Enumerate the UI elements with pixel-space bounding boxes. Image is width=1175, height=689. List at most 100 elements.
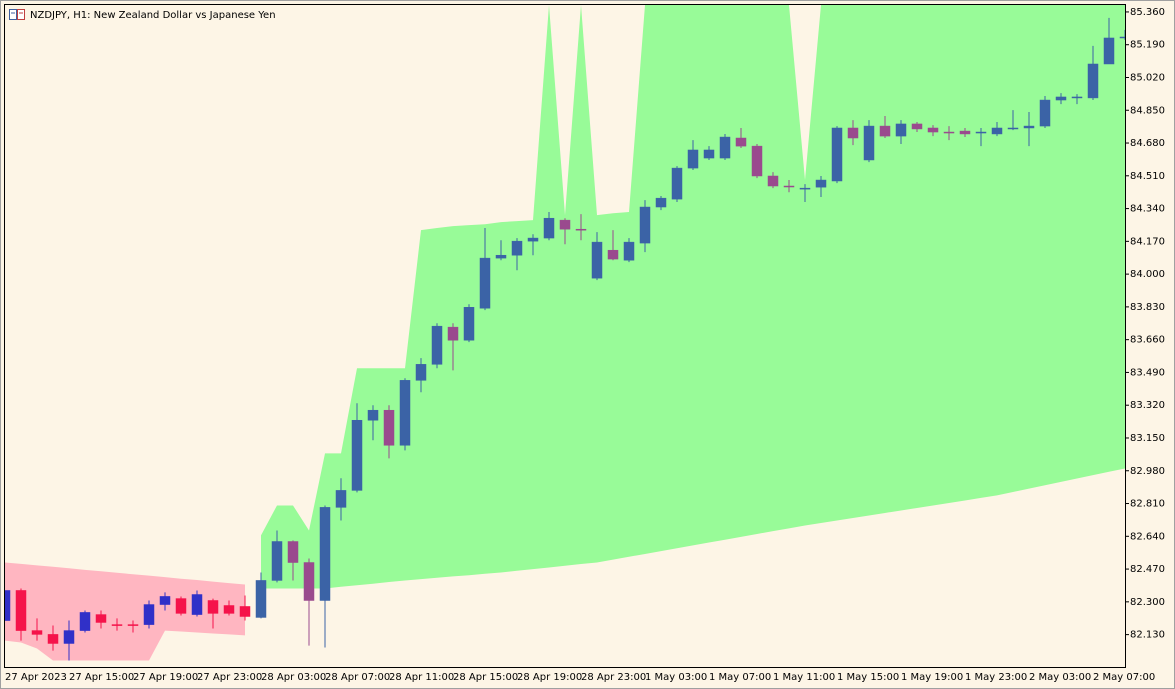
y-tick-label: 85.190: [1130, 40, 1165, 51]
candle-body: [1119, 36, 1125, 39]
y-tick-label: 85.020: [1130, 72, 1165, 83]
x-tick-label: 27 Apr 23:00: [197, 672, 262, 683]
chart-title: NZDJPY, H1: New Zealand Dollar vs Japane…: [30, 10, 276, 21]
candle-body: [351, 419, 363, 491]
candle-body: [943, 131, 955, 134]
candle-body: [927, 127, 939, 133]
candle-body: [591, 241, 603, 279]
icon-part: [9, 9, 17, 20]
x-tick-label: 27 Apr 2023: [5, 672, 67, 683]
candle-body: [991, 127, 1003, 135]
x-tick-label: 2 May 07:00: [1093, 672, 1155, 683]
candle-body: [783, 185, 795, 188]
candle-body: [863, 125, 875, 161]
candle-body: [415, 364, 427, 381]
candle-body: [703, 149, 715, 159]
y-tick-label: 84.680: [1130, 138, 1165, 149]
candle-body: [47, 634, 59, 644]
candle-body: [63, 630, 75, 644]
y-tick-label: 84.000: [1130, 269, 1165, 280]
candle-body: [719, 136, 731, 159]
candle-body: [15, 590, 27, 631]
candle-body: [1087, 63, 1099, 99]
candle-body: [959, 130, 971, 135]
candle-body: [175, 598, 187, 614]
y-tick-label: 82.470: [1130, 564, 1165, 575]
x-tick-label: 1 May 19:00: [901, 672, 963, 683]
candle-body: [463, 307, 475, 341]
y-tick-label: 82.130: [1130, 630, 1165, 641]
candle-body: [847, 127, 859, 139]
candle-body: [799, 187, 811, 190]
candle-body: [1007, 127, 1019, 130]
x-tick-label: 28 Apr 03:00: [261, 672, 326, 683]
x-tick-label: 28 Apr 07:00: [325, 672, 390, 683]
y-tick-label: 83.660: [1130, 335, 1165, 346]
candle-body: [655, 197, 667, 208]
x-tick-label: 1 May 11:00: [773, 672, 835, 683]
candle-body: [815, 179, 827, 188]
candle-body: [575, 228, 587, 231]
candle-body: [5, 590, 11, 621]
candle-body: [479, 257, 491, 309]
candle-body: [511, 240, 523, 256]
y-tick-label: 82.300: [1130, 597, 1165, 608]
candle-body: [1039, 99, 1051, 127]
plot-area: [5, 5, 1125, 661]
y-tick-label: 83.320: [1130, 400, 1165, 411]
x-tick-label: 1 May 15:00: [837, 672, 899, 683]
candle-body: [671, 167, 683, 200]
x-tick-label: 28 Apr 11:00: [389, 672, 454, 683]
candle-body: [1103, 37, 1115, 65]
candle-body: [831, 127, 843, 182]
candle-body: [239, 606, 251, 617]
x-tick-label: 28 Apr 23:00: [581, 672, 646, 683]
candle-body: [207, 600, 219, 614]
candle-body: [735, 137, 747, 147]
candle-body: [767, 175, 779, 187]
candle-body: [1055, 96, 1067, 101]
candle-body: [255, 580, 267, 618]
candle-body: [623, 241, 635, 261]
candle-body: [383, 409, 395, 446]
candle-body: [1071, 96, 1083, 99]
y-tick-label: 83.490: [1130, 367, 1165, 378]
candle-body: [143, 604, 155, 625]
y-tick-label: 84.510: [1130, 171, 1165, 182]
candle-body: [399, 380, 411, 446]
candle-body: [223, 605, 235, 614]
candle-body: [751, 145, 763, 177]
candle-body: [559, 219, 571, 230]
candle-body: [79, 612, 91, 631]
y-tick-label: 84.340: [1130, 204, 1165, 215]
candle-body: [159, 596, 171, 605]
candle-body: [975, 131, 987, 134]
candle-body: [911, 123, 923, 130]
plot-frame: [4, 4, 1126, 668]
x-tick-label: 27 Apr 15:00: [69, 672, 134, 683]
x-tick-label: 27 Apr 19:00: [133, 672, 198, 683]
candle-body: [367, 409, 379, 421]
candle-body: [303, 562, 315, 601]
icon-part: [17, 9, 25, 20]
candle-body: [527, 237, 539, 242]
symbol-icon: [9, 9, 25, 20]
x-tick-label: 28 Apr 19:00: [517, 672, 582, 683]
x-tick-label: 28 Apr 15:00: [453, 672, 518, 683]
candle-body: [895, 123, 907, 137]
y-tick-label: 82.640: [1130, 531, 1165, 542]
y-tick-label: 82.980: [1130, 466, 1165, 477]
x-tick-label: 2 May 03:00: [1029, 672, 1091, 683]
candle-body: [431, 325, 443, 365]
x-tick-label: 1 May 23:00: [965, 672, 1027, 683]
candle-body: [191, 594, 203, 615]
candle-body: [447, 326, 459, 341]
candle-body: [95, 614, 107, 623]
candle-body: [1023, 125, 1035, 129]
candle-body: [111, 624, 123, 626]
candle-body: [287, 541, 299, 563]
x-tick-label: 1 May 03:00: [645, 672, 707, 683]
candle-body: [495, 254, 507, 259]
y-tick-label: 84.170: [1130, 236, 1165, 247]
